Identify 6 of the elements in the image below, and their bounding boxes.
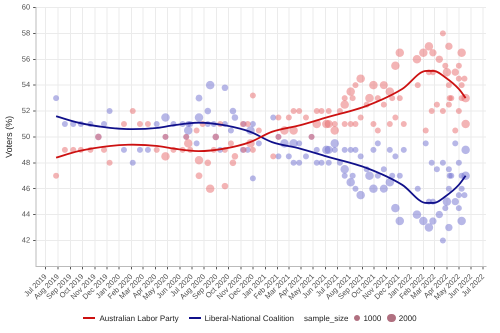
legend-label: 1000 bbox=[363, 314, 382, 322]
legend-label: 2000 bbox=[398, 314, 417, 322]
legend-title: sample_size bbox=[304, 314, 348, 322]
y-axis-title: Voters (%) bbox=[4, 116, 14, 158]
legend-label: Liberal-National Coalition bbox=[204, 314, 294, 322]
legend-label: Australian Labor Party bbox=[99, 314, 179, 322]
